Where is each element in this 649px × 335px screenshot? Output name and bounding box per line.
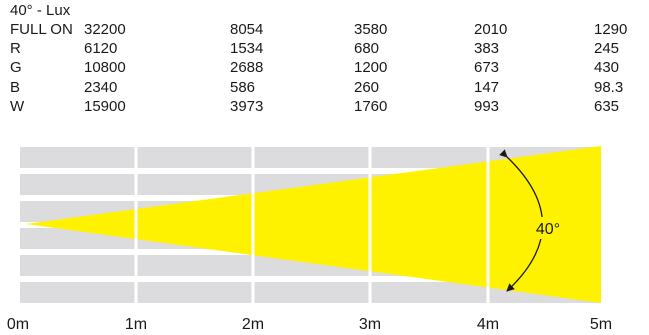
distance-label-5m: 5m [590, 316, 612, 333]
beam-angle-label: 40° [536, 221, 560, 238]
lux-4m: 2010 [474, 21, 508, 38]
light-beam-cone [26, 146, 601, 303]
lux-5m: 635 [594, 98, 620, 115]
grid-band [20, 282, 601, 303]
lux-5m: 245 [594, 40, 620, 57]
row-label: FULL ON [10, 21, 73, 38]
distance-label-1m: 1m [125, 316, 147, 333]
lux-3m: 1760 [354, 98, 388, 115]
lux-2m: 3973 [230, 98, 264, 115]
distance-label-2m: 2m [242, 316, 264, 333]
lux-4m: 383 [474, 40, 500, 57]
row-label: G [10, 59, 22, 76]
lux-4m: 993 [474, 98, 500, 115]
distance-label-3m: 3m [359, 316, 381, 333]
lux-5m: 98.3 [594, 79, 624, 96]
row-label: B [10, 79, 21, 96]
lux-1m: 2340 [84, 79, 118, 96]
row-label: R [10, 40, 21, 57]
distance-label-4m: 4m [477, 316, 499, 333]
angle-label-bg [526, 217, 570, 239]
lux-2m: 2688 [230, 59, 264, 76]
lux-1m: 6120 [84, 40, 118, 57]
lux-2m: 586 [230, 79, 256, 96]
lux-2m: 1534 [230, 40, 264, 57]
lux-3m: 3580 [354, 21, 388, 38]
lux-5m: 1290 [594, 21, 628, 38]
distance-axis: 0m 1m 2m 3m 4m 5m [7, 316, 612, 333]
lux-5m: 430 [594, 59, 620, 76]
lux-3m: 260 [354, 79, 380, 96]
meter-dividers [134, 145, 490, 305]
lux-4m: 673 [474, 59, 500, 76]
lux-2m: 8054 [230, 21, 264, 38]
grid-band [20, 147, 601, 168]
lux-1m: 10800 [84, 59, 126, 76]
lux-1m: 15900 [84, 98, 126, 115]
lux-3m: 680 [354, 40, 380, 57]
distance-label-0m: 0m [7, 316, 29, 333]
photometric-title: 40° - Lux [10, 2, 71, 19]
lux-4m: 147 [474, 79, 500, 96]
lux-3m: 1200 [354, 59, 388, 76]
row-label: W [10, 98, 25, 115]
lux-1m: 32200 [84, 21, 126, 38]
